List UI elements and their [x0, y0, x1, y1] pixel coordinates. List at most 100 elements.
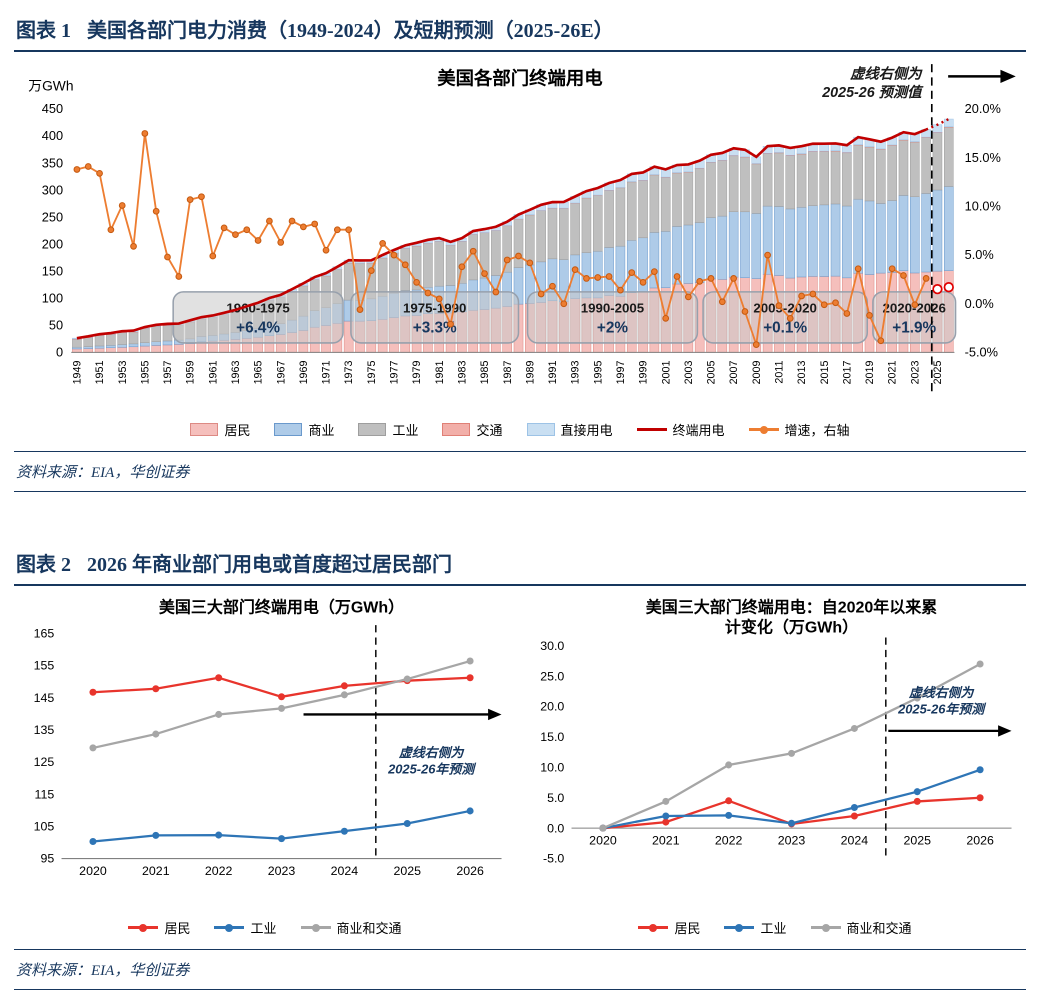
svg-text:1969: 1969 [298, 361, 310, 385]
svg-text:美国各部门终端用电: 美国各部门终端用电 [437, 68, 603, 89]
svg-text:1960-1975: 1960-1975 [226, 300, 290, 315]
figure1-source-rule-bottom [14, 490, 1026, 492]
svg-text:2023: 2023 [909, 361, 921, 385]
svg-text:300: 300 [42, 182, 63, 197]
svg-text:2020: 2020 [589, 833, 617, 847]
svg-text:2025-26年预测: 2025-26年预测 [897, 701, 986, 716]
legend-label: 终端用电 [672, 422, 725, 438]
legend-label: 工业 [392, 422, 419, 438]
svg-text:2022: 2022 [205, 864, 233, 878]
legend-label: 居民 [674, 921, 701, 937]
legend-label: 交通 [476, 422, 503, 438]
svg-text:135: 135 [34, 723, 55, 737]
svg-text:2025: 2025 [932, 361, 944, 385]
svg-text:2007: 2007 [728, 361, 740, 385]
svg-text:400: 400 [42, 128, 63, 143]
svg-text:2005: 2005 [706, 361, 718, 385]
svg-text:2025-26 预测值: 2025-26 预测值 [821, 84, 924, 101]
legend-label: 商业 [308, 422, 335, 438]
legend-item: 增速，右轴 [748, 420, 850, 439]
svg-text:1973: 1973 [343, 361, 355, 385]
legend-item: 居民 [638, 918, 700, 937]
svg-text:1959: 1959 [185, 361, 197, 385]
svg-text:2021: 2021 [887, 361, 899, 385]
svg-text:200: 200 [42, 236, 63, 251]
svg-text:20.0%: 20.0% [965, 101, 1001, 116]
svg-text:450: 450 [42, 101, 63, 116]
legend-item: 商业和交通 [300, 918, 402, 937]
svg-text:1990-2005: 1990-2005 [581, 300, 645, 315]
legend-label: 商业和交通 [846, 921, 912, 937]
svg-text:1987: 1987 [502, 361, 514, 385]
svg-text:2025: 2025 [393, 864, 421, 878]
figure2-header: 图表 2 2026 年商业部门用电或首度超过居民部门 [14, 538, 1026, 584]
figure2-left-chart-svg: 美国三大部门终端用电（万GWh） 95 105 115 125 135 145 155 165 2… [34, 598, 502, 878]
svg-text:美国三大部门终端用电：自2020年以来累: 美国三大部门终端用电：自2020年以来累 [646, 598, 938, 617]
svg-text:美国三大部门终端用电（万GWh）: 美国三大部门终端用电（万GWh） [159, 598, 404, 617]
svg-text:2023: 2023 [268, 864, 296, 878]
svg-text:虚线右侧为: 虚线右侧为 [908, 685, 975, 700]
svg-text:2011: 2011 [774, 361, 786, 384]
svg-text:250: 250 [42, 209, 63, 224]
svg-text:1953: 1953 [117, 361, 129, 385]
figure1-source-rule-top [14, 450, 1026, 452]
svg-text:2001: 2001 [660, 361, 672, 385]
svg-text:1975: 1975 [366, 361, 378, 385]
svg-text:115: 115 [35, 787, 55, 801]
svg-text:2025: 2025 [903, 833, 931, 847]
svg-text:95: 95 [41, 851, 55, 865]
legend-label: 居民 [164, 921, 191, 937]
svg-text:1999: 1999 [638, 361, 650, 385]
figure1-chart-area: 1960-1975 +6.4% 1975-1990 +3.3% 1990-2005 +2%… [14, 52, 1026, 451]
legend-item: 工业 [358, 420, 418, 439]
figure-2: 图表 2 2026 年商业部门用电或首度超过居民部门 美国三大部门终端用电（万G… [14, 538, 1026, 991]
svg-text:-5.0%: -5.0% [965, 344, 998, 359]
svg-text:50: 50 [49, 317, 63, 332]
svg-text:2025-26年预测: 2025-26年预测 [387, 762, 476, 777]
legend-item: 工业 [214, 918, 277, 937]
svg-text:1983: 1983 [456, 361, 468, 385]
svg-text:1975-1990: 1975-1990 [403, 300, 466, 315]
figure-1: 图表 1 美国各部门电力消费（1949-2024）及短期预测（2025-26E）… [14, 4, 1026, 492]
svg-text:1961: 1961 [207, 361, 219, 385]
svg-text:0: 0 [56, 344, 63, 359]
svg-text:145: 145 [34, 691, 55, 705]
legend-label: 直接用电 [560, 422, 613, 438]
svg-text:1955: 1955 [139, 361, 151, 385]
figure1-source: 资料来源：EIA，华创证券 [16, 464, 190, 481]
svg-text:2009: 2009 [751, 361, 763, 385]
figure2-source: 资料来源：EIA，华创证券 [16, 963, 190, 980]
svg-text:1979: 1979 [411, 361, 423, 385]
figure1-title-rule [14, 50, 1026, 52]
svg-text:万GWh: 万GWh [28, 79, 73, 94]
svg-text:+3.3%: +3.3% [413, 320, 457, 337]
legend-label: 增速，右轴 [784, 422, 850, 438]
svg-text:125: 125 [34, 755, 55, 769]
svg-text:1977: 1977 [389, 361, 401, 385]
svg-text:2020: 2020 [79, 864, 107, 878]
svg-text:虚线右侧为: 虚线右侧为 [398, 745, 465, 760]
svg-text:2021: 2021 [142, 864, 170, 878]
legend-item: 居民 [190, 420, 250, 439]
figure2-title-rule [14, 583, 1026, 586]
svg-text:10.0: 10.0 [540, 760, 564, 774]
svg-text:2026: 2026 [966, 833, 994, 847]
svg-text:350: 350 [42, 155, 63, 170]
svg-text:105: 105 [34, 819, 55, 833]
svg-text:30.0: 30.0 [540, 639, 564, 653]
svg-text:1963: 1963 [230, 361, 242, 385]
svg-text:1965: 1965 [253, 361, 265, 385]
svg-text:+2%: +2% [597, 320, 628, 337]
figure1-chart-svg: 1960-1975 +6.4% 1975-1990 +3.3% 1990-2005 +2%… [28, 64, 1016, 394]
svg-text:20.0: 20.0 [540, 700, 564, 714]
svg-text:2024: 2024 [841, 833, 869, 847]
svg-text:+0.1%: +0.1% [763, 320, 807, 337]
legend-label: 商业和交通 [336, 921, 402, 937]
figure1-header: 图表 1 美国各部门电力消费（1949-2024）及短期预测（2025-26E） [14, 4, 1026, 50]
svg-text:1981: 1981 [434, 361, 446, 385]
svg-text:1951: 1951 [94, 361, 106, 385]
svg-text:计变化（万GWh）: 计变化（万GWh） [725, 617, 858, 636]
svg-text:1995: 1995 [592, 361, 604, 385]
legend-item: 商业 [274, 420, 334, 439]
